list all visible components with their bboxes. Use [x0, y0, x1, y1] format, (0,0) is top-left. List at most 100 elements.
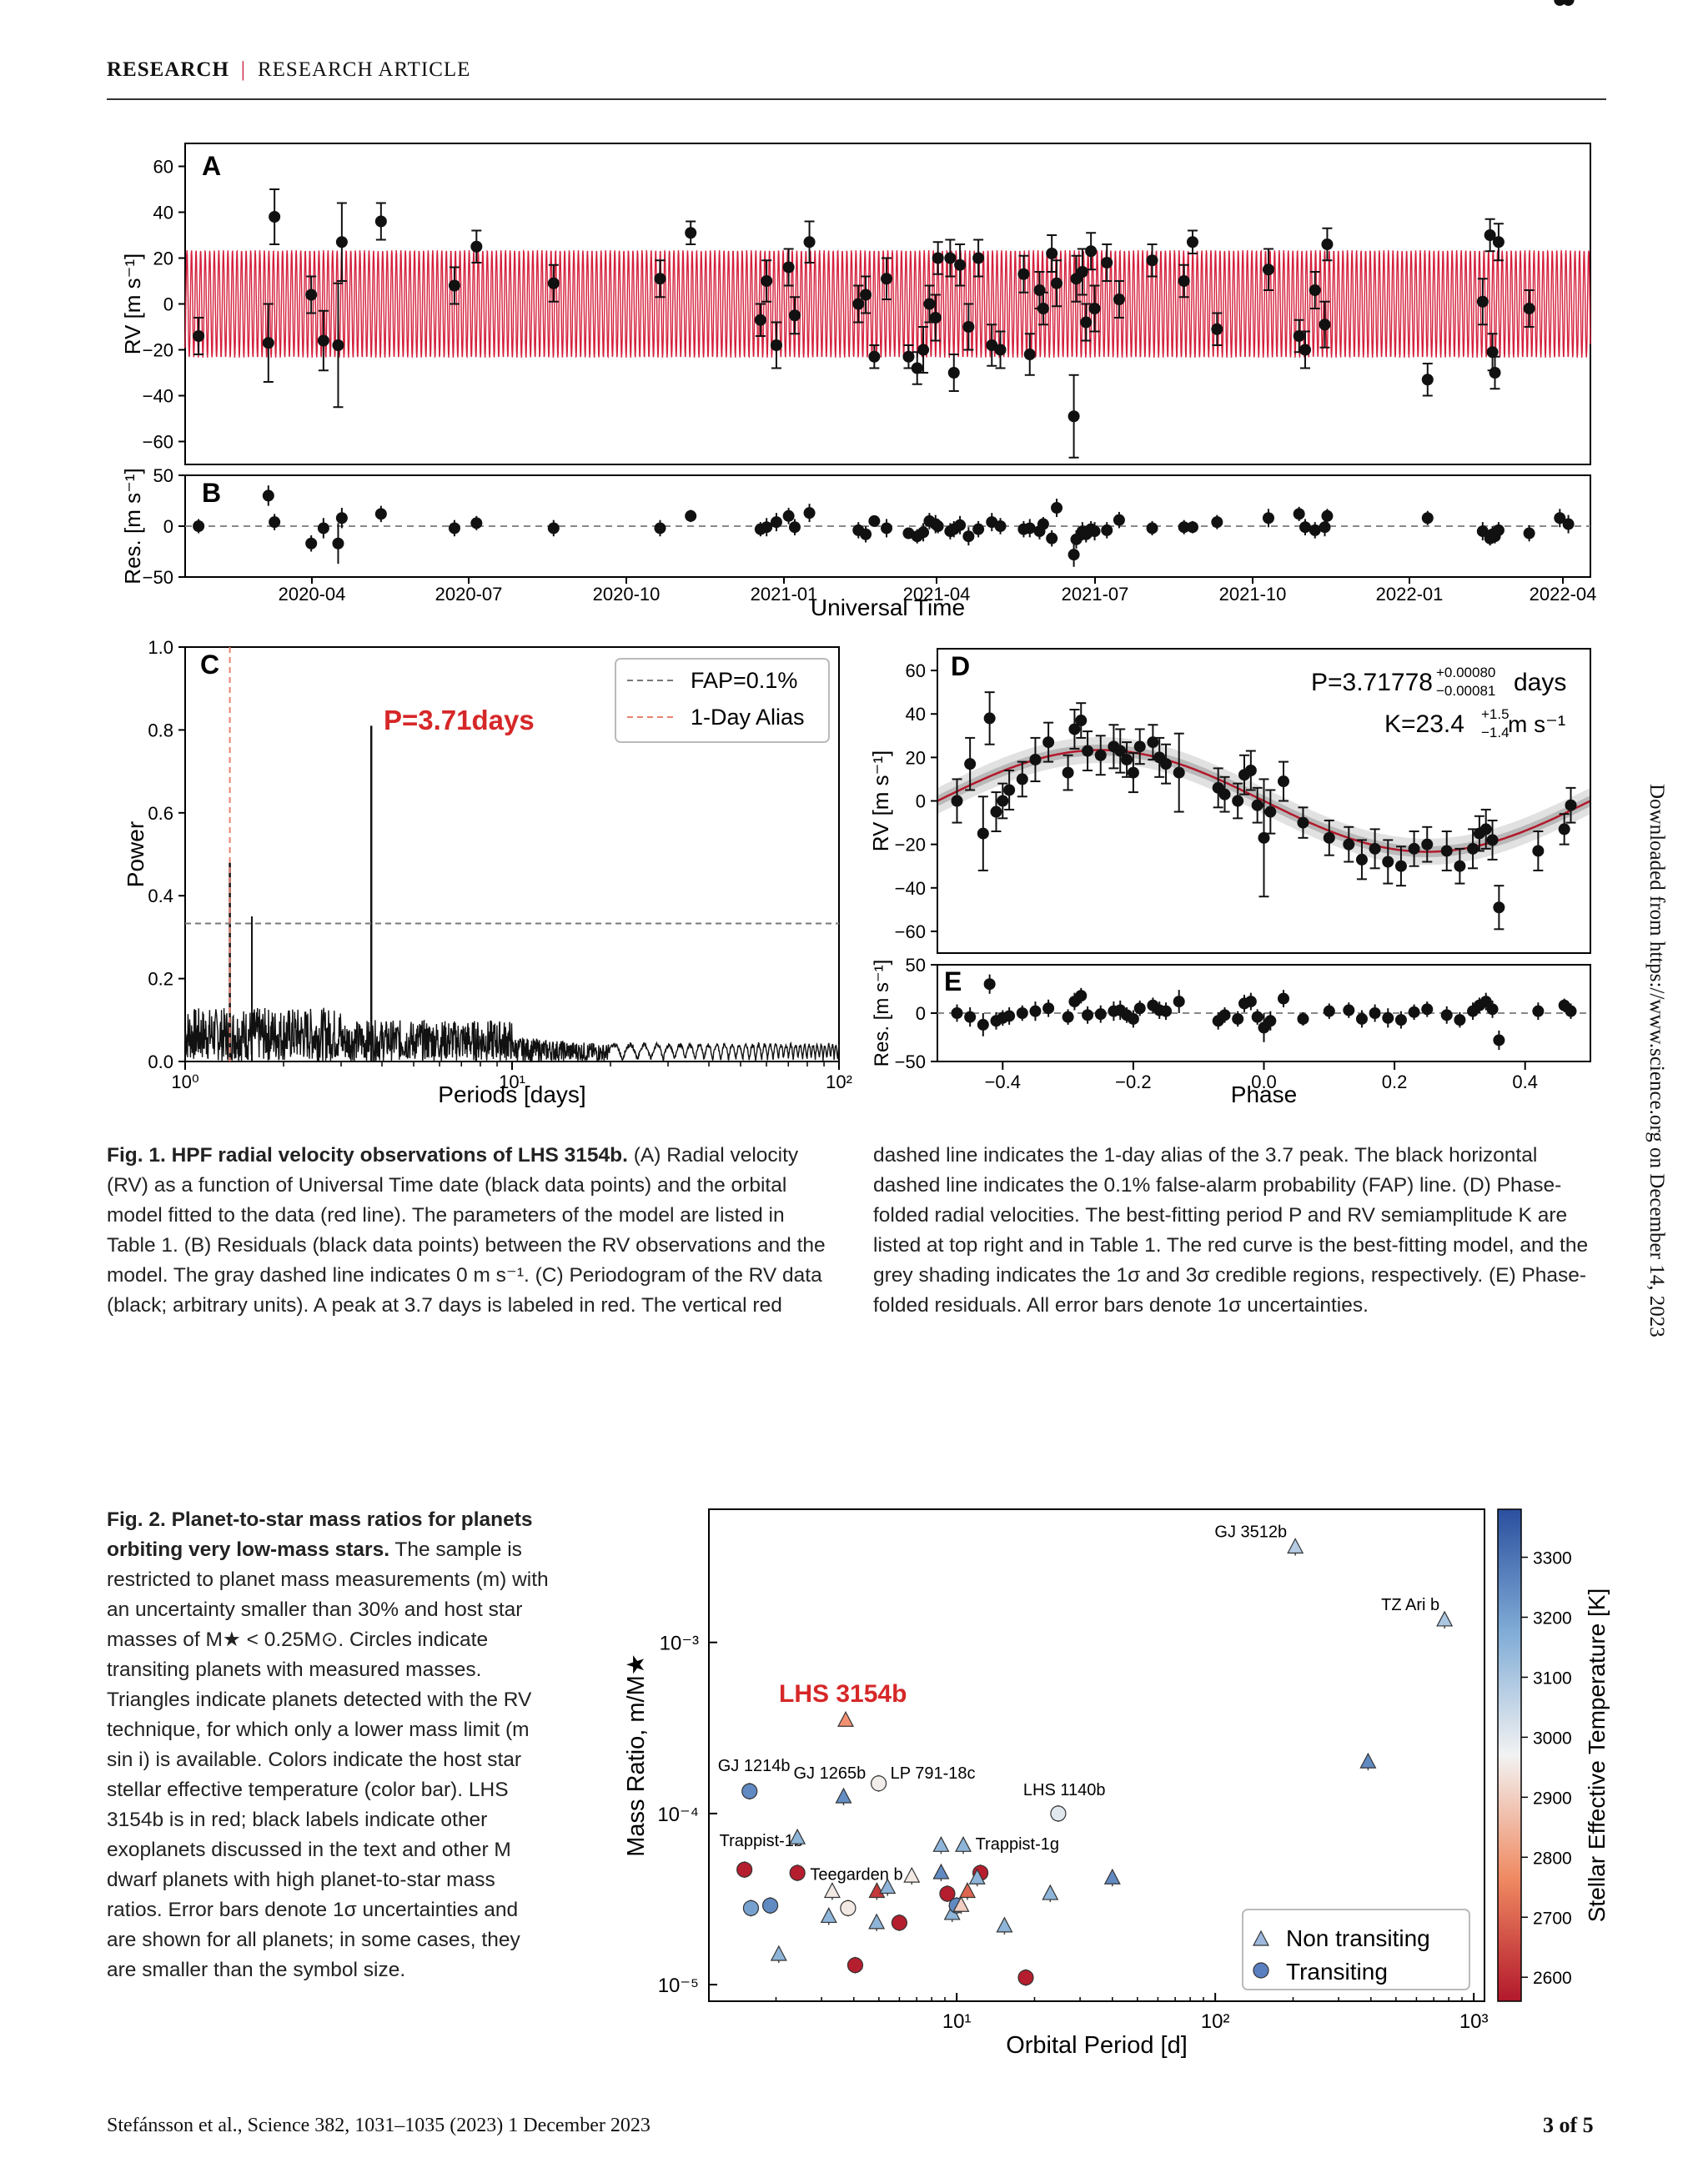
y-tick-label: −40 [895, 878, 926, 899]
rv-data-point [1051, 277, 1063, 289]
residual-point [994, 520, 1007, 532]
phase-rv-point [1029, 753, 1042, 765]
rv-data-point [782, 261, 795, 274]
residual-point [932, 520, 944, 532]
legend-fap-label: FAP=0.1% [691, 668, 797, 693]
phase-residual-point [1394, 1014, 1407, 1026]
planet-label: LHS 1140b [1023, 1781, 1106, 1799]
planet-label: TZ Ari b [1381, 1596, 1439, 1614]
rv-data-point [868, 350, 881, 363]
x-axis-label: Phase [1231, 1081, 1297, 1107]
y-tick-label: 0.6 [148, 803, 173, 824]
phase-residual-point [1565, 1005, 1577, 1017]
panel-label-d: D [951, 651, 970, 681]
phase-rv-point [1264, 805, 1277, 818]
rv-data-point [470, 240, 483, 253]
phase-residual-point [1408, 1006, 1420, 1018]
phase-residual-point [1016, 1007, 1028, 1019]
colorbar-tick-label: 3200 [1533, 1609, 1572, 1628]
phase-rv-point [1160, 758, 1173, 770]
rv-data-point [1178, 275, 1190, 287]
residual-point [1070, 533, 1083, 545]
x-tick-label: 2021-04 [903, 584, 971, 605]
residual-point [1319, 521, 1331, 534]
y-tick-label: 1.0 [148, 637, 173, 658]
colorbar-tick-label: 2800 [1533, 1849, 1572, 1868]
figure-1-caption-col2: dashed line indicates the 1-day alias of… [873, 1144, 1589, 1317]
phase-residual-point [1369, 1007, 1381, 1019]
phase-residual-point [1082, 1009, 1094, 1021]
period-error-minus: −0.00081 [1436, 683, 1495, 699]
residual-point [1146, 522, 1158, 534]
phase-rv-point [1297, 816, 1309, 829]
rv-data-point [685, 227, 697, 239]
residual-point [1211, 516, 1223, 529]
rv-data-point [335, 236, 348, 248]
residual-point [1262, 512, 1274, 524]
colorbar-tick-label: 2900 [1533, 1789, 1572, 1808]
legend-circle-icon [1253, 1962, 1269, 1979]
phase-rv-point [1147, 736, 1159, 749]
rv-data-point [1085, 245, 1098, 258]
y-tick-label: 0.2 [148, 969, 173, 990]
period-annotation: P=3.71778 [1311, 669, 1433, 696]
phase-residual-point [1062, 1011, 1074, 1023]
residual-point [374, 508, 387, 520]
rv-data-point [1046, 248, 1058, 259]
residual-point [1113, 514, 1125, 526]
legend-box [1242, 1909, 1470, 1990]
x-tick-label: 2022-01 [1376, 584, 1444, 605]
rv-data-point [1319, 319, 1331, 331]
phase-residual-point [1127, 1012, 1139, 1025]
rv-data-point [932, 252, 944, 264]
phase-rv-point [1323, 831, 1335, 844]
rv-planet-marker [996, 1916, 1013, 1933]
y-axis-label: RV [m s⁻¹] [120, 253, 145, 355]
planet-label: GJ 1214b [718, 1757, 791, 1775]
y-tick-label: −40 [143, 386, 173, 407]
panel-label-e: E [944, 966, 962, 996]
figure-1-caption-title: Fig. 1. HPF radial velocity observations… [107, 1144, 628, 1167]
y-axis-label: RV [m s⁻¹] [868, 750, 893, 852]
transiting-planet-marker [741, 1783, 758, 1799]
rv-data-point [986, 339, 998, 351]
rv-planet-marker [1436, 1610, 1454, 1627]
colorbar-label: Stellar Effective Temperature [K] [1584, 1588, 1610, 1923]
x-tick-label: 10¹ [499, 1071, 525, 1092]
header-rule [107, 98, 1606, 100]
figure-1-caption-text: (A) Radial velocity (RV) as a function o… [107, 1144, 826, 1317]
y-tick-label: 10⁻³ [660, 1633, 699, 1655]
y-tick-label: 0.4 [148, 886, 173, 906]
residual-point [470, 517, 483, 529]
section-label: RESEARCH [107, 58, 229, 81]
phase-rv-point [1565, 799, 1577, 811]
y-tick-label: 60 [906, 660, 926, 681]
residual-point [1562, 518, 1575, 530]
phase-rv-point [1479, 823, 1492, 836]
phase-residual-point [1479, 996, 1492, 1008]
rv-data-point [305, 289, 318, 301]
phase-rv-point [1532, 845, 1545, 857]
residual-point [685, 509, 697, 522]
rv-planet-marker [1042, 1884, 1059, 1900]
phase-residual-point [1532, 1005, 1545, 1017]
rv-data-point [193, 330, 205, 342]
rv-data-point [1262, 263, 1274, 276]
phase-residual-point [1173, 996, 1185, 1008]
residual-point [1293, 508, 1305, 520]
rv-planet-marker [823, 1882, 841, 1899]
x-tick-label: 2021-01 [751, 584, 818, 605]
transiting-planet-marker [1017, 1970, 1034, 1986]
rv-data-point [1113, 294, 1125, 305]
period-error-plus: +0.00080 [1436, 665, 1495, 680]
y-tick-label: 60 [153, 157, 173, 178]
phase-rv-point [1486, 834, 1499, 846]
rv-planet-marker [903, 1866, 921, 1883]
residual-point [1554, 512, 1566, 524]
transiting-planet-marker [1050, 1805, 1067, 1822]
rv-data-point [972, 252, 985, 264]
phase-residual-point [1277, 992, 1289, 1005]
semiamplitude-error-plus: +1.5 [1481, 706, 1510, 722]
phase-rv-point [1016, 773, 1028, 785]
x-tick-label: 10³ [1459, 2010, 1489, 2033]
